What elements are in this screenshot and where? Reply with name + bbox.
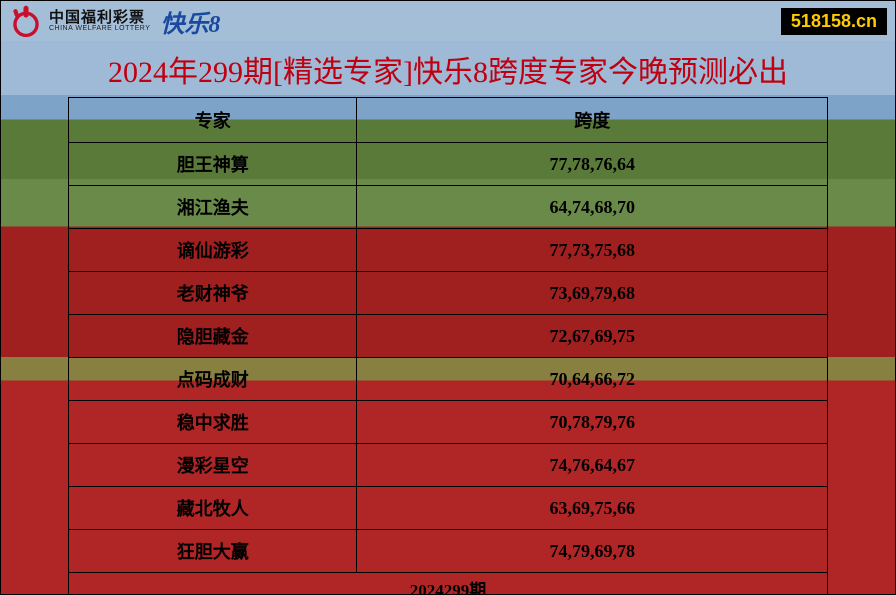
table-row: 谪仙游彩77,73,75,68: [69, 229, 828, 272]
header-bar: 中国福利彩票 CHINA WELFARE LOTTERY 快乐8 518158.…: [1, 1, 895, 41]
col-header-span: 跨度: [357, 98, 828, 143]
logo-en-text: CHINA WELFARE LOTTERY: [49, 25, 150, 32]
logo-text: 中国福利彩票 CHINA WELFARE LOTTERY: [49, 10, 150, 32]
table-row: 湘江渔夫64,74,68,70: [69, 186, 828, 229]
expert-cell: 狂胆大赢: [69, 530, 357, 573]
logo-block: 中国福利彩票 CHINA WELFARE LOTTERY 快乐8: [9, 4, 220, 39]
lottery-logo-icon: [9, 4, 43, 38]
span-cell: 74,79,69,78: [357, 530, 828, 573]
table-row: 点码成财70,64,66,72: [69, 358, 828, 401]
span-cell: 63,69,75,66: [357, 487, 828, 530]
table-row: 老财神爷73,69,79,68: [69, 272, 828, 315]
span-cell: 74,76,64,67: [357, 444, 828, 487]
expert-cell: 漫彩星空: [69, 444, 357, 487]
span-cell: 70,78,79,76: [357, 401, 828, 444]
span-cell: 72,67,69,75: [357, 315, 828, 358]
table-row: 藏北牧人63,69,75,66: [69, 487, 828, 530]
expert-cell: 稳中求胜: [69, 401, 357, 444]
url-badge: 518158.cn: [781, 8, 887, 35]
table-row: 胆王神算77,78,76,64: [69, 143, 828, 186]
span-cell: 73,69,79,68: [357, 272, 828, 315]
prediction-table: 专家 跨度 胆王神算77,78,76,64 湘江渔夫64,74,68,70 谪仙…: [68, 97, 828, 595]
footer-cell: 2024299期 开奖号: 跨度:: [69, 573, 828, 595]
table-body: 胆王神算77,78,76,64 湘江渔夫64,74,68,70 谪仙游彩77,7…: [69, 143, 828, 595]
expert-cell: 点码成财: [69, 358, 357, 401]
logo-kl8-text: 快乐8: [160, 4, 220, 39]
span-cell: 77,78,76,64: [357, 143, 828, 186]
col-header-expert: 专家: [69, 98, 357, 143]
expert-cell: 谪仙游彩: [69, 229, 357, 272]
expert-cell: 湘江渔夫: [69, 186, 357, 229]
prediction-table-wrap: 专家 跨度 胆王神算77,78,76,64 湘江渔夫64,74,68,70 谪仙…: [68, 97, 828, 595]
span-cell: 70,64,66,72: [357, 358, 828, 401]
page-root: 中国福利彩票 CHINA WELFARE LOTTERY 快乐8 518158.…: [0, 0, 896, 595]
table-row: 稳中求胜70,78,79,76: [69, 401, 828, 444]
logo-cn-text: 中国福利彩票: [49, 10, 150, 25]
table-header-row: 专家 跨度: [69, 98, 828, 143]
table-row: 隐胆藏金72,67,69,75: [69, 315, 828, 358]
footer-period: 2024299期: [73, 579, 823, 595]
table-footer-row: 2024299期 开奖号: 跨度:: [69, 573, 828, 595]
span-cell: 77,73,75,68: [357, 229, 828, 272]
table-row: 狂胆大赢74,79,69,78: [69, 530, 828, 573]
expert-cell: 老财神爷: [69, 272, 357, 315]
span-cell: 64,74,68,70: [357, 186, 828, 229]
expert-cell: 胆王神算: [69, 143, 357, 186]
expert-cell: 藏北牧人: [69, 487, 357, 530]
page-title: 2024年299期[精选专家]快乐8跨度专家今晚预测必出: [1, 41, 895, 95]
table-row: 漫彩星空74,76,64,67: [69, 444, 828, 487]
expert-cell: 隐胆藏金: [69, 315, 357, 358]
